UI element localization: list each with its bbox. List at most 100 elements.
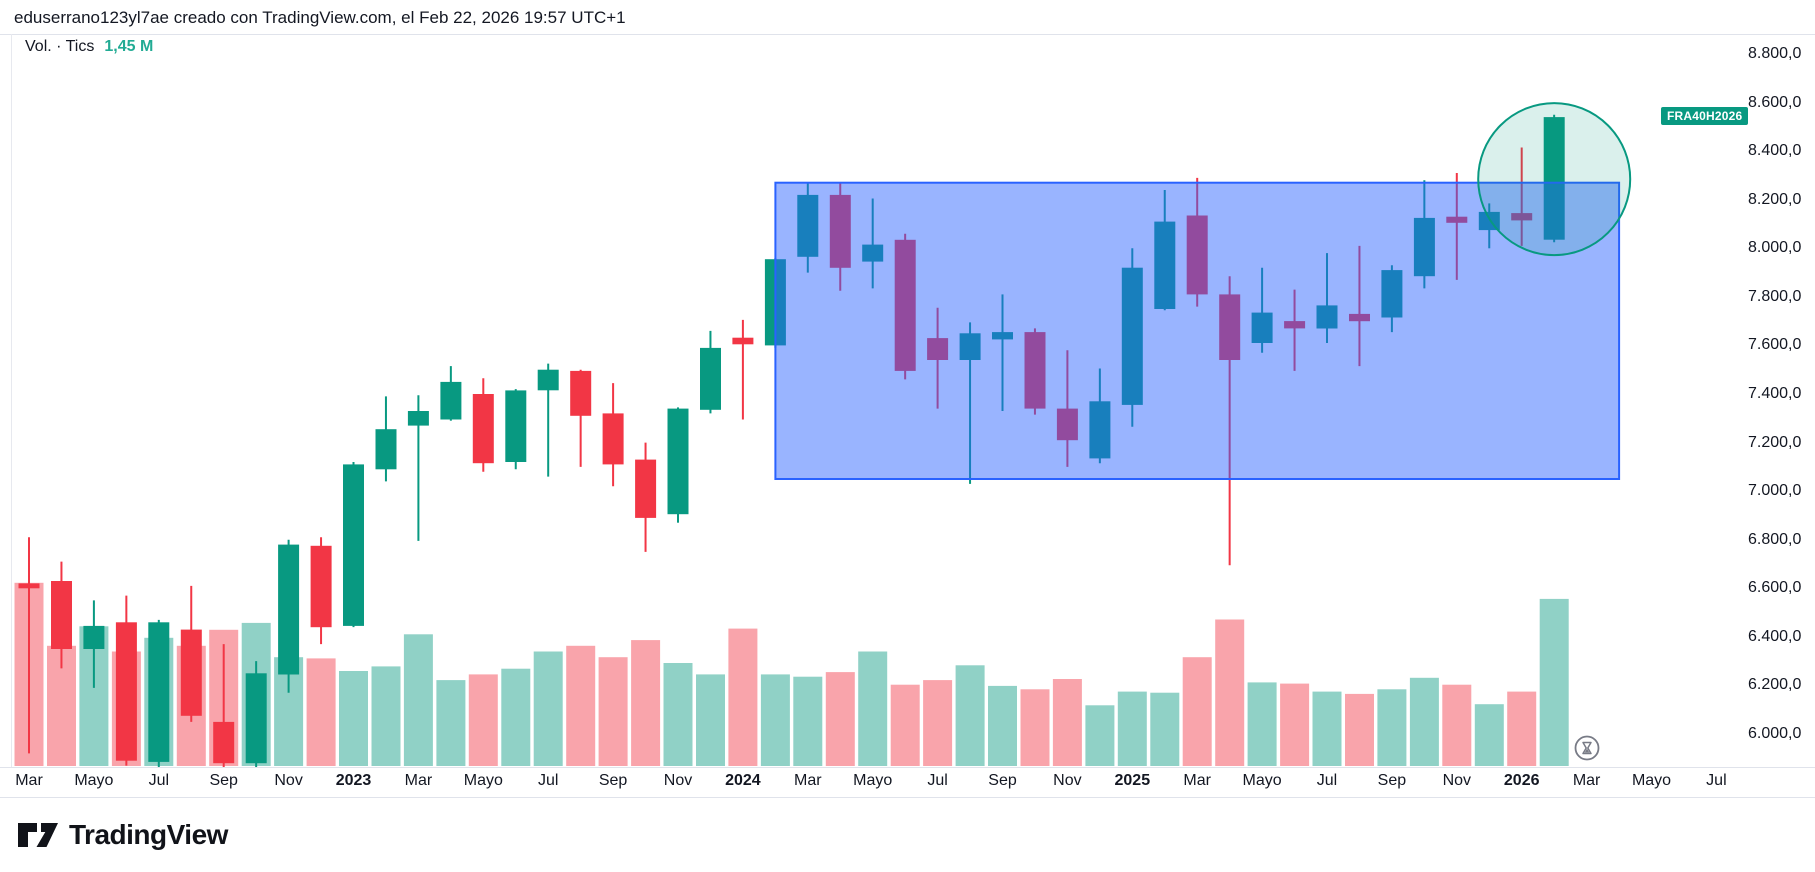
- candle-body: [1381, 270, 1403, 318]
- volume-bar: [1215, 619, 1245, 766]
- price-axis-label: 6.000,0: [1748, 725, 1802, 742]
- candle-body: [115, 622, 137, 761]
- rectangle-annotation[interactable]: [774, 181, 1621, 480]
- volume-bar: [1539, 598, 1569, 766]
- volume-bar: [1052, 679, 1082, 766]
- volume-bar: [1150, 692, 1180, 766]
- volume-legend[interactable]: Vol. · Tics 1,45 M: [25, 38, 153, 56]
- candle-body: [959, 333, 981, 360]
- volume-bar: [793, 676, 823, 766]
- attribution-text: eduserrano123yl7ae creado con TradingVie…: [14, 8, 626, 27]
- candle-body: [667, 408, 689, 515]
- volume-bar: [1442, 684, 1472, 766]
- candle-body: [1089, 401, 1111, 459]
- candle-body: [700, 347, 721, 410]
- volume-legend-label: Vol. · Tics: [25, 38, 95, 55]
- candle-body: [1219, 294, 1241, 360]
- price-axis-label: 6.200,0: [1748, 676, 1802, 694]
- volume-bar: [468, 674, 498, 766]
- volume-bar: [1345, 693, 1374, 766]
- candle-body: [1284, 321, 1306, 329]
- volume-bar: [533, 651, 563, 766]
- volume-bar: [598, 657, 628, 766]
- tradingview-logo-icon: [18, 823, 58, 847]
- price-axis[interactable]: 8.800,0 8.600,0 8.400,0 8.200,0 8.000,0 7.800…: [1740, 34, 1815, 767]
- price-axis-label: 6.800,0: [1748, 530, 1802, 548]
- candle-body: [1154, 221, 1176, 309]
- volume-bar: [1409, 677, 1439, 766]
- candle-body: [440, 381, 462, 420]
- candle-body: [1121, 267, 1143, 405]
- volume-bar: [403, 634, 433, 766]
- candle-body: [1251, 312, 1273, 343]
- candle-body: [1186, 215, 1208, 295]
- candle-body: [343, 464, 364, 626]
- time-axis-year-label: 2025: [1114, 772, 1151, 789]
- volume-bar: [825, 672, 855, 766]
- footer-divider: [0, 797, 1815, 798]
- candle-body: [278, 544, 300, 675]
- candlestick-series: [18, 114, 1565, 768]
- time-axis-month-label: Mayo: [74, 772, 114, 789]
- time-axis-divider: [0, 767, 1815, 768]
- candle-body: [797, 194, 819, 257]
- candle-body: [829, 194, 851, 268]
- time-axis-month-label: Mayo: [853, 772, 893, 789]
- volume-bar: [1474, 704, 1504, 766]
- time-axis-month-label: Nov: [1053, 772, 1082, 789]
- time-axis-month-label: Jul: [927, 772, 948, 789]
- time-axis-year-label: 2024: [725, 772, 761, 789]
- price-axis-label: 7.800,0: [1748, 287, 1802, 305]
- time-axis-month-label: Sep: [598, 772, 628, 789]
- price-axis-label: 7.200,0: [1748, 433, 1802, 451]
- time-axis-year-label: 2026: [1503, 772, 1540, 789]
- candle-body: [732, 337, 754, 345]
- volume-bar: [696, 674, 725, 766]
- volume-bar: [1020, 689, 1050, 766]
- candle-body: [602, 413, 624, 465]
- price-axis-label: 6.400,0: [1748, 627, 1802, 645]
- symbol-price-badge[interactable]: FRA40H2026: [1661, 107, 1749, 126]
- circle-annotation[interactable]: [1477, 102, 1632, 257]
- time-axis-month-label: Mar: [404, 772, 433, 789]
- contract-expiry-hourglass-icon[interactable]: [1573, 734, 1601, 762]
- candle-body: [472, 394, 494, 464]
- candle-body: [180, 629, 202, 716]
- candle-body: [83, 625, 105, 649]
- time-axis-month-label: Mar: [1183, 772, 1211, 789]
- candle-body: [862, 244, 884, 262]
- time-axis-month-label: Mayo: [463, 772, 503, 789]
- volume-bar: [955, 665, 985, 766]
- volume-bar: [371, 666, 401, 766]
- tradingview-logo-text: TradingView: [69, 819, 228, 850]
- volume-bar: [1247, 682, 1277, 766]
- price-axis-label: 8.600,0: [1748, 93, 1802, 111]
- candle-body: [570, 370, 592, 416]
- volume-bar: [728, 628, 758, 766]
- volume-bar: [1117, 691, 1147, 766]
- time-axis-month-label: Jul: [1316, 772, 1338, 789]
- volume-bar: [760, 674, 790, 766]
- candle-body: [505, 390, 527, 462]
- time-axis-month-label: Jul: [537, 772, 559, 789]
- candle-body: [407, 411, 429, 426]
- time-axis[interactable]: Mar Mayo Jul Sep Nov 2023 Mar Mayo Jul Sep Nov 2024…: [0, 768, 1740, 797]
- time-axis-month-label: Sep: [988, 772, 1017, 789]
- price-axis-label: 7.000,0: [1748, 482, 1802, 500]
- tradingview-logo[interactable]: TradingView: [17, 818, 228, 852]
- candle-body: [375, 429, 397, 470]
- volume-bar: [988, 685, 1017, 766]
- candle-body: [1024, 332, 1046, 409]
- time-axis-month-label: Sep: [1377, 772, 1407, 789]
- candle-body: [1413, 217, 1435, 277]
- volume-bar: [663, 663, 693, 766]
- candle-body: [148, 622, 170, 762]
- candle-body: [213, 721, 235, 764]
- candle-body: [310, 545, 332, 628]
- volume-bar: [436, 680, 466, 766]
- volume-bar: [566, 645, 596, 766]
- time-axis-month-label: Sep: [209, 772, 238, 789]
- time-axis-month-label: Jul: [148, 772, 170, 789]
- volume-bar: [1507, 691, 1537, 766]
